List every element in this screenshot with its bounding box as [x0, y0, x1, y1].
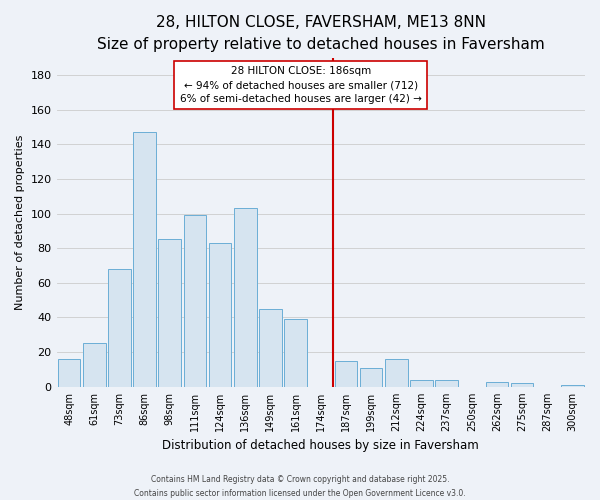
Bar — [335, 361, 357, 387]
Bar — [410, 380, 433, 387]
Bar — [83, 344, 106, 387]
Text: Contains HM Land Registry data © Crown copyright and database right 2025.
Contai: Contains HM Land Registry data © Crown c… — [134, 476, 466, 498]
Bar — [133, 132, 156, 387]
Bar — [284, 319, 307, 387]
Bar — [58, 359, 80, 387]
Bar — [209, 243, 232, 387]
X-axis label: Distribution of detached houses by size in Faversham: Distribution of detached houses by size … — [163, 440, 479, 452]
Bar — [259, 309, 282, 387]
Bar — [385, 359, 407, 387]
Title: 28, HILTON CLOSE, FAVERSHAM, ME13 8NN
Size of property relative to detached hous: 28, HILTON CLOSE, FAVERSHAM, ME13 8NN Si… — [97, 15, 545, 52]
Y-axis label: Number of detached properties: Number of detached properties — [15, 134, 25, 310]
Bar — [184, 215, 206, 387]
Bar — [485, 382, 508, 387]
Bar — [511, 384, 533, 387]
Bar — [360, 368, 382, 387]
Bar — [435, 380, 458, 387]
Bar — [158, 240, 181, 387]
Text: 28 HILTON CLOSE: 186sqm
← 94% of detached houses are smaller (712)
6% of semi-de: 28 HILTON CLOSE: 186sqm ← 94% of detache… — [180, 66, 422, 104]
Bar — [108, 269, 131, 387]
Bar — [561, 385, 584, 387]
Bar — [234, 208, 257, 387]
